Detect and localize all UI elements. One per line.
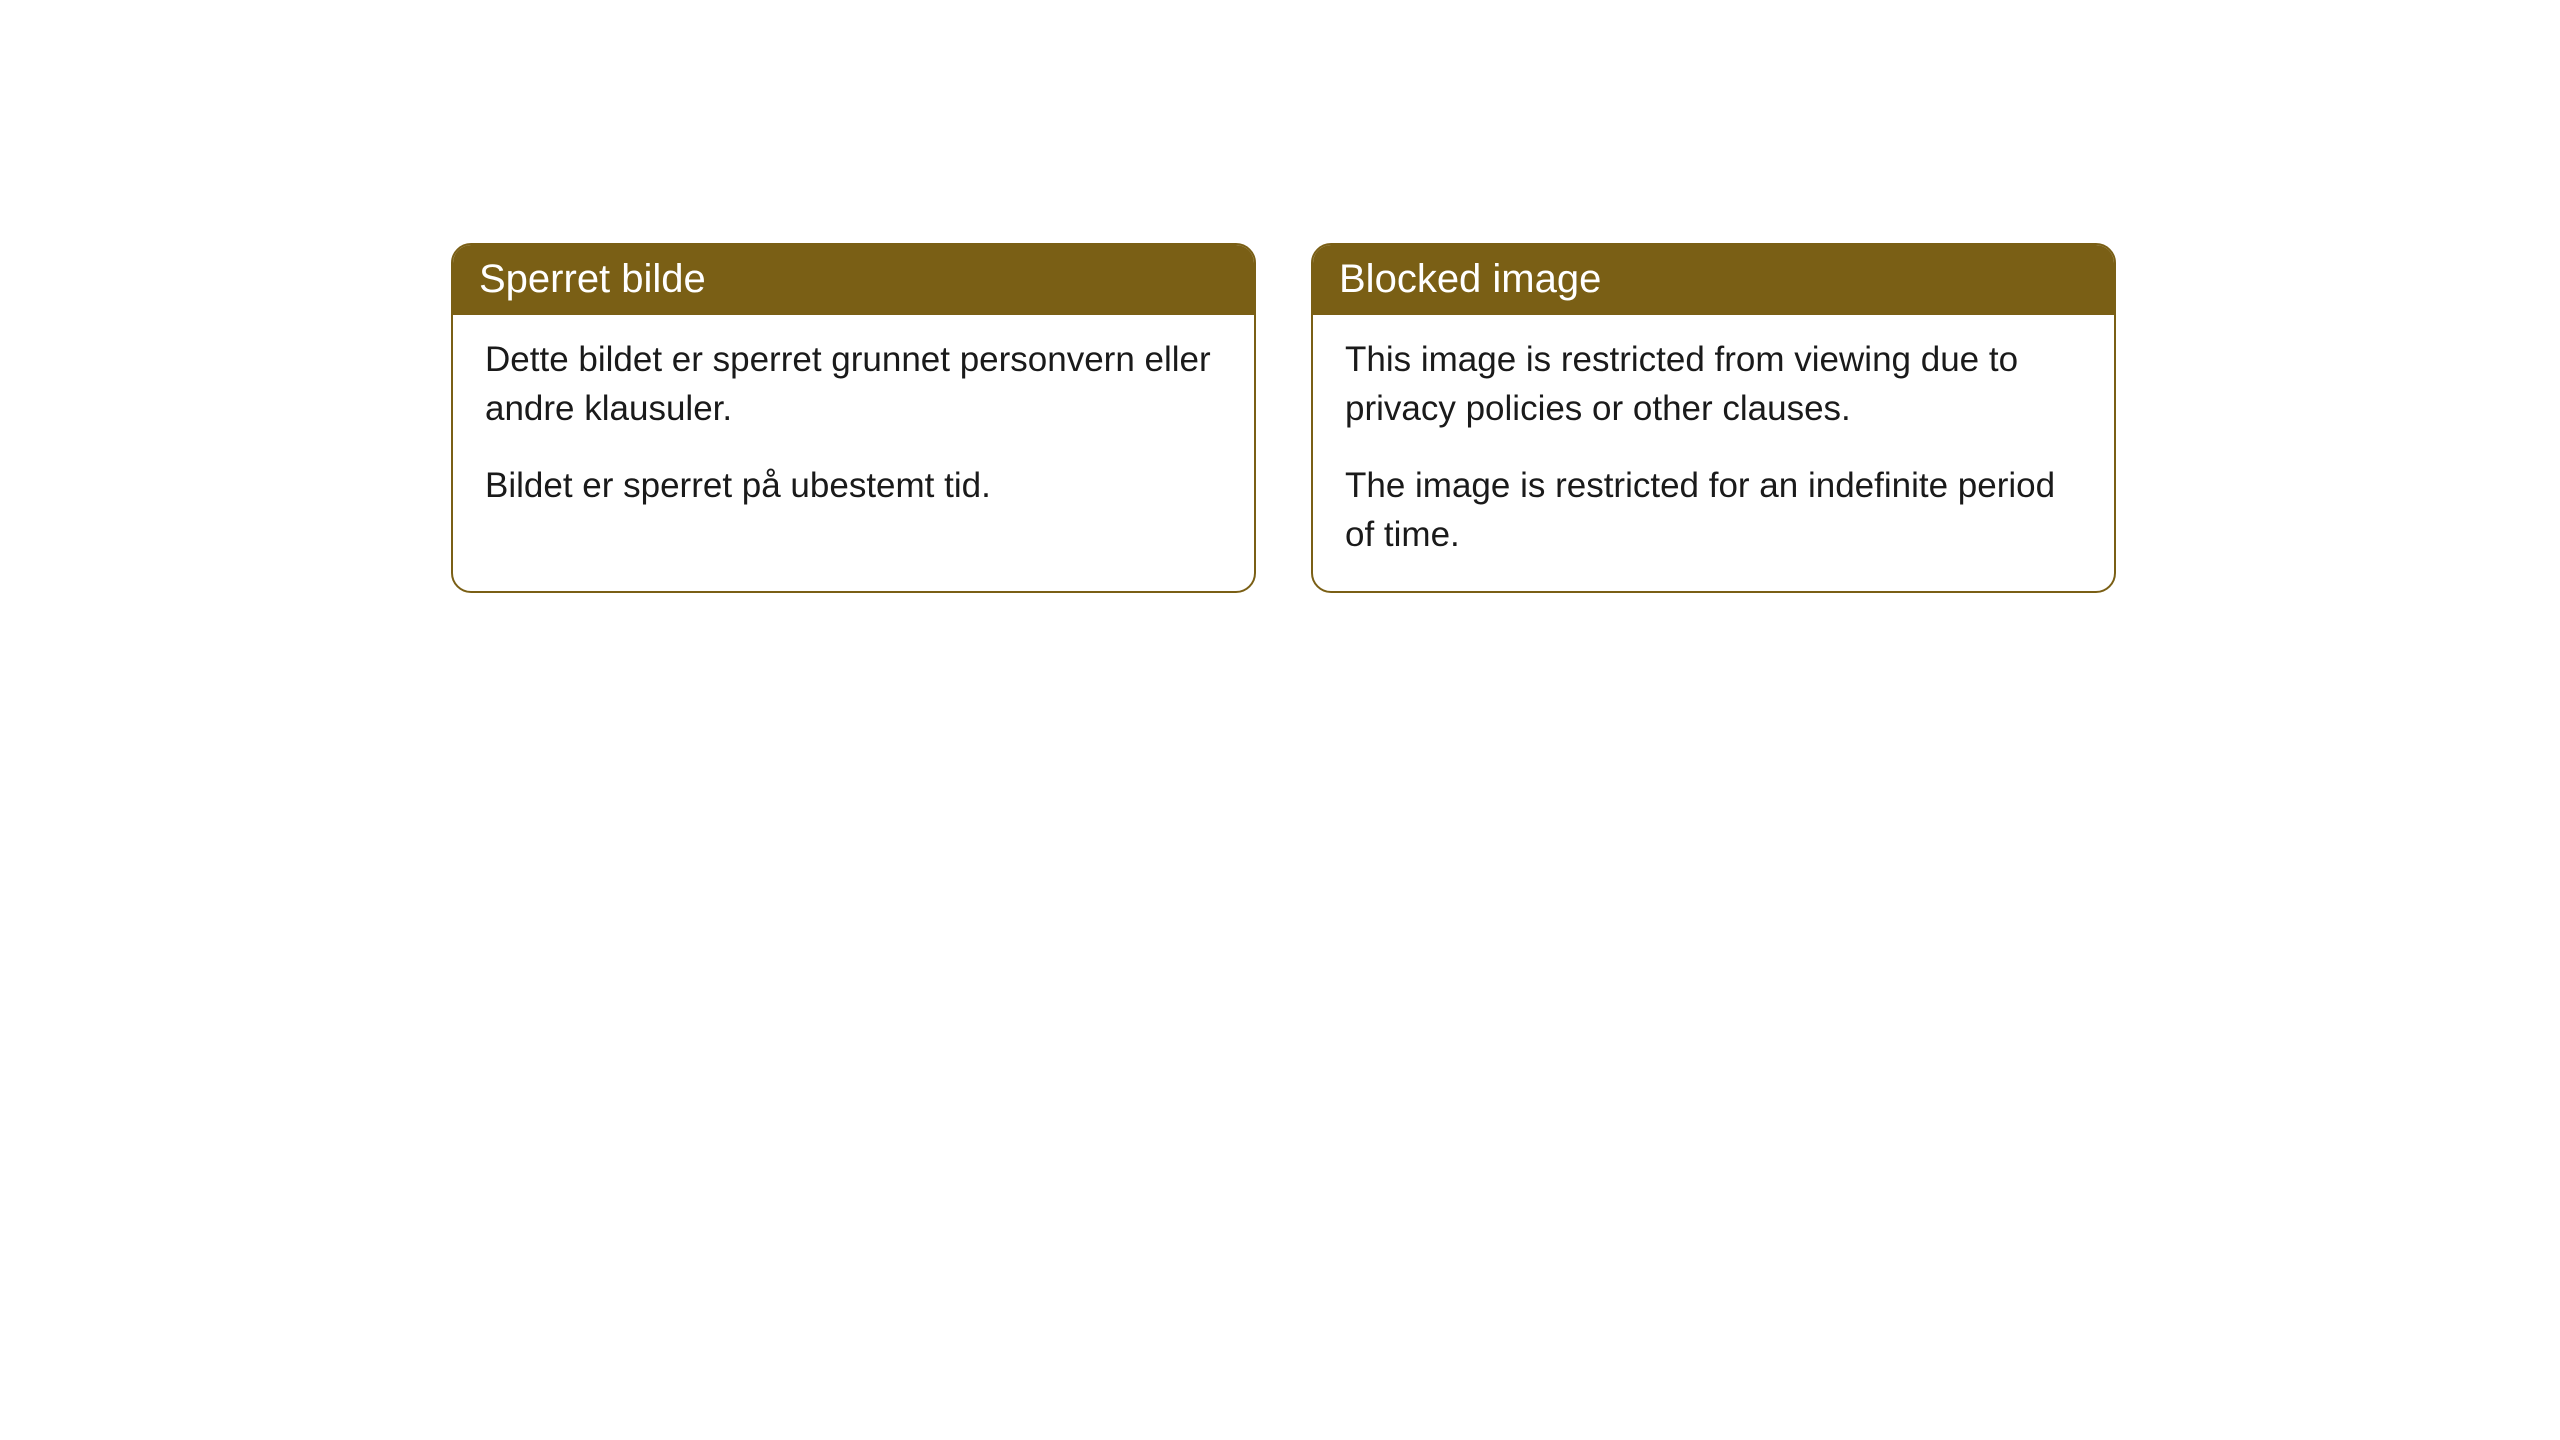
card-text-norwegian-2: Bildet er sperret på ubestemt tid. bbox=[485, 461, 1222, 510]
card-body-norwegian: Dette bildet er sperret grunnet personve… bbox=[453, 315, 1254, 542]
cards-container: Sperret bilde Dette bildet er sperret gr… bbox=[451, 243, 2116, 593]
card-body-english: This image is restricted from viewing du… bbox=[1313, 315, 2114, 591]
card-norwegian: Sperret bilde Dette bildet er sperret gr… bbox=[451, 243, 1256, 593]
card-text-english-2: The image is restricted for an indefinit… bbox=[1345, 461, 2082, 559]
card-header-english: Blocked image bbox=[1313, 245, 2114, 315]
card-text-english-1: This image is restricted from viewing du… bbox=[1345, 335, 2082, 433]
card-english: Blocked image This image is restricted f… bbox=[1311, 243, 2116, 593]
card-header-norwegian: Sperret bilde bbox=[453, 245, 1254, 315]
card-text-norwegian-1: Dette bildet er sperret grunnet personve… bbox=[485, 335, 1222, 433]
